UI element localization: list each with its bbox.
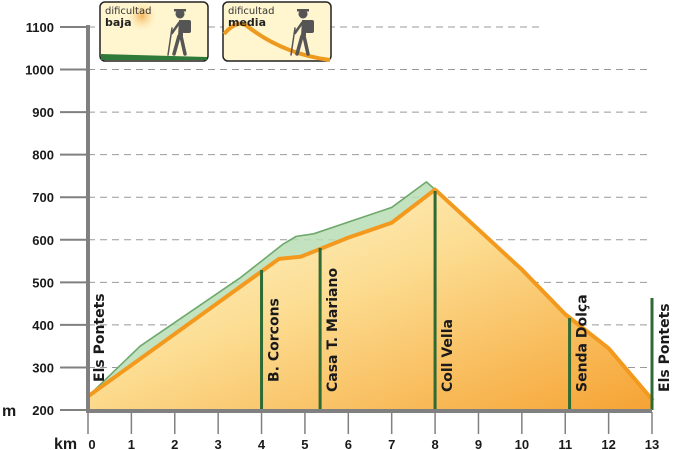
x-tick-label: 7	[388, 437, 395, 450]
route-profile-line	[86, 187, 654, 402]
sun-icon	[127, 1, 157, 31]
waypoint-label: B. Corcons	[267, 298, 283, 382]
x-tick-label: 3	[215, 437, 222, 450]
y-tick-label: 900	[32, 105, 54, 120]
hiker-icon	[167, 9, 191, 56]
waypoint-label: Casa T. Mariano	[325, 268, 341, 392]
y-tick-label: 300	[32, 360, 54, 375]
badge-caption: dificultad	[228, 6, 274, 17]
x-tick-label: 1	[128, 437, 135, 450]
y-tick-label: 800	[32, 148, 54, 163]
x-tick-label: 0	[88, 437, 95, 450]
x-tick-label: 10	[515, 437, 529, 450]
variant-profile-line	[87, 181, 436, 397]
profile-areas	[86, 181, 654, 410]
badge-level: media	[228, 16, 266, 29]
y-tick-label: 1100	[26, 20, 54, 35]
y-tick-label: 600	[32, 233, 54, 248]
variant-area-fill	[88, 181, 436, 397]
route-area-fill	[88, 189, 652, 410]
x-axis-unit: km	[54, 436, 77, 450]
y-tick-label: 400	[32, 318, 54, 333]
x-tick-label: 5	[301, 437, 308, 450]
badge-level: baja	[105, 16, 132, 29]
y-tick-label: 1000	[25, 63, 54, 78]
waypoint-label: Els Pontets	[92, 293, 108, 382]
x-tick-label: 9	[475, 437, 482, 450]
x-tick-label: 2	[171, 437, 178, 450]
y-tick-label: 200	[32, 403, 54, 418]
badge-caption: dificultad	[105, 6, 151, 17]
waypoint-label: Els Pontets	[657, 303, 673, 392]
flat-terrain-icon	[101, 54, 207, 60]
x-tick-label: 13	[645, 437, 659, 450]
slope-terrain-icon	[222, 21, 331, 62]
hiker-icon	[290, 9, 314, 56]
waypoint-markers: Els Pontets B. Corcons Casa T. Mariano Coll…	[86, 191, 673, 410]
y-tick-label: 500	[32, 275, 54, 290]
y-tick-label: 700	[32, 190, 54, 205]
y-axis-unit: m	[2, 403, 16, 420]
x-tick-label: 6	[345, 437, 352, 450]
x-tick-label: 11	[558, 437, 572, 450]
x-tick-label: 4	[258, 437, 266, 450]
x-tick-label: 12	[601, 437, 615, 450]
waypoint-label: Senda Dolça	[575, 294, 591, 392]
waypoint-label: Coll Vella	[440, 319, 456, 392]
x-tick-label: 8	[431, 437, 438, 450]
